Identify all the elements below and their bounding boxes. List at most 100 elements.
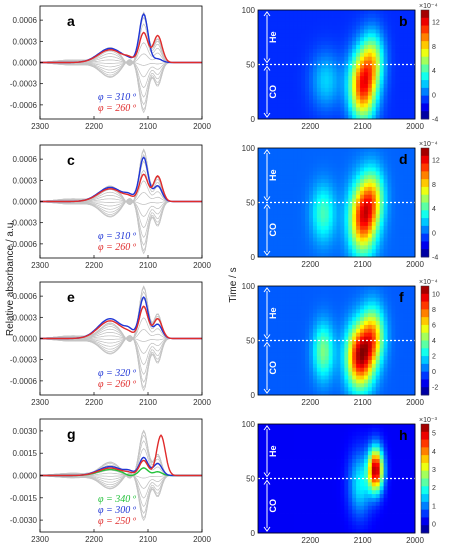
heatmap-cell	[281, 525, 286, 530]
heatmap-cell	[348, 56, 353, 61]
heatmap-cell	[403, 435, 408, 440]
heatmap-cell	[344, 171, 349, 176]
heatmap-cell	[407, 241, 412, 246]
heatmap-cell	[352, 13, 357, 19]
heatmap-cell	[356, 459, 361, 464]
heatmap-cell	[293, 151, 298, 157]
heatmap-cell	[265, 367, 271, 373]
heatmap-cell	[360, 313, 365, 318]
heatmap-cell	[379, 91, 385, 97]
heatmap-cell	[403, 443, 408, 448]
heatmap-cell	[407, 505, 412, 511]
heatmap-cell	[340, 95, 345, 100]
heatmap-cell	[265, 497, 271, 503]
heatmap-cell	[383, 490, 388, 495]
heatmap-cell	[360, 431, 365, 437]
heatmap-cell	[293, 83, 298, 89]
heatmap-cell	[312, 17, 318, 23]
heatmap-cell	[363, 186, 369, 192]
heatmap-cell	[312, 321, 318, 326]
heatmap-cell	[379, 359, 385, 365]
heatmap-cell	[293, 218, 298, 223]
heatmap-cell	[352, 375, 357, 380]
heatmap-cell	[348, 210, 353, 215]
heatmap-cell	[293, 253, 298, 258]
heatmap-cell	[293, 517, 298, 522]
heatmap-cell	[391, 470, 396, 475]
heatmap-cell	[277, 210, 282, 215]
heatmap-cell	[371, 21, 377, 26]
heatmap-cell	[269, 91, 275, 97]
colorbar-segment	[421, 424, 429, 433]
heatmap-cell	[391, 379, 396, 384]
heatmap-cell	[301, 482, 306, 487]
heatmap-cell	[332, 305, 337, 310]
heatmap-cell	[383, 45, 388, 50]
heatmap-cell	[363, 72, 369, 77]
heatmap-cell	[309, 21, 314, 26]
heatmap-cell	[360, 155, 365, 161]
heatmap-cell	[360, 286, 365, 291]
heatmap-cell	[269, 431, 275, 437]
heatmap-cell	[324, 179, 330, 184]
heatmap-cell	[285, 214, 290, 219]
heatmap-cell	[379, 490, 385, 495]
heatmap-cell	[301, 371, 306, 376]
heatmap-cell	[285, 91, 290, 97]
heatmap-cell	[371, 202, 377, 207]
heatmap-cell	[375, 218, 381, 223]
heatmap-cell	[312, 83, 318, 89]
heatmap-cell	[289, 249, 294, 254]
heatmap-cell	[316, 424, 322, 429]
heatmap-cell	[379, 391, 385, 396]
heatmap-cell	[261, 455, 267, 460]
heatmap-cell	[269, 202, 275, 207]
heatmap-cell	[340, 470, 345, 475]
heatmap-cell	[379, 229, 385, 235]
heatmap-cell	[305, 21, 310, 26]
heatmap-cell	[367, 233, 373, 238]
heatmap-cell	[324, 198, 330, 203]
heatmap-cell	[309, 367, 314, 373]
heatmap-cell	[301, 474, 306, 479]
heatmap-cell	[305, 375, 310, 380]
heatmap-cell	[312, 348, 318, 353]
region-arrow-head	[263, 425, 271, 431]
heatmap-cell	[348, 245, 353, 250]
heatmap-cell	[356, 151, 361, 157]
heatmap-cell	[281, 83, 286, 89]
heatmap-cell	[344, 60, 349, 65]
heatmap-cell	[277, 391, 282, 396]
heatmap-cell	[332, 462, 337, 468]
heatmap-cell	[328, 91, 333, 97]
heatmap-cell	[289, 439, 294, 444]
heatmap-cell	[328, 21, 333, 26]
heatmap-cell	[391, 332, 396, 337]
heatmap-cell	[395, 455, 400, 460]
heatmap-cell	[297, 249, 302, 254]
heatmap-cell	[273, 186, 279, 192]
heatmap-cell	[403, 521, 408, 526]
heatmap-cell	[363, 509, 369, 514]
heatmap-cell	[316, 344, 322, 349]
heatmap-cell	[379, 206, 385, 211]
heatmap-cell	[269, 56, 275, 61]
heatmap-cell	[281, 37, 286, 42]
heatmap-cell	[269, 525, 275, 530]
heatmap-cell	[316, 427, 322, 433]
heatmap-cell	[328, 379, 333, 384]
heatmap-cell	[265, 321, 271, 326]
heatmap-cell	[352, 151, 357, 157]
heatmap-cell	[407, 443, 412, 448]
heatmap-cell	[344, 427, 349, 433]
heatmap-cell	[403, 431, 408, 437]
heatmap-cell	[320, 478, 326, 483]
heatmap-cell	[403, 29, 408, 34]
colorbar-tick-label: 0	[432, 230, 436, 237]
heatmap-cell	[352, 218, 357, 223]
heatmap-cell	[273, 206, 279, 211]
heatmap-cell	[316, 356, 322, 361]
heatmap-cell	[383, 324, 388, 330]
heatmap-cell	[352, 379, 357, 384]
heatmap-cell	[277, 478, 282, 483]
